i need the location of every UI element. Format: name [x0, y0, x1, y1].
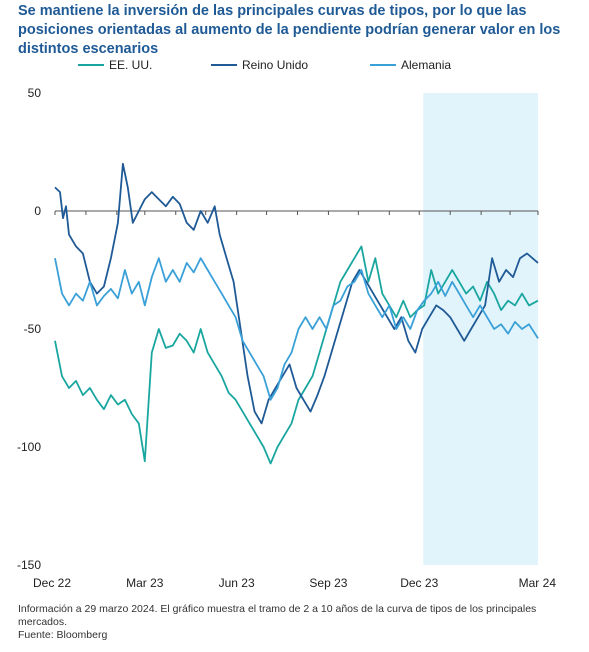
x-tick-label: Dec 23 — [400, 576, 438, 590]
line-chart: 50 0 -50 -100 -150 Dec 22 Mar 23 Jun 23 Sep 23 De… — [17, 86, 557, 590]
legend-item-alemania: Alemania — [370, 58, 451, 72]
legend-swatch-reino-unido — [211, 64, 237, 66]
series-line-ee-uu — [54, 245, 539, 465]
x-tick-label: Dec 22 — [33, 576, 71, 590]
legend-swatch-alemania — [370, 64, 396, 66]
series-line-reino-unido — [54, 162, 539, 425]
y-tick-label: -50 — [24, 322, 42, 336]
chart-footnote: Información a 29 marzo 2024. El gráfico … — [18, 603, 558, 642]
footnote-source: Fuente: Bloomberg — [18, 629, 108, 641]
legend-label-alemania: Alemania — [401, 58, 452, 72]
legend-item-ee-uu: EE. UU. — [78, 58, 152, 72]
legend-item-reino-unido: Reino Unido — [211, 58, 308, 72]
chart-title: Se mantiene la inversión de las principa… — [18, 3, 561, 57]
y-tick-label: -150 — [17, 558, 41, 572]
x-tick-label: Mar 24 — [519, 576, 557, 590]
y-tick-label: -100 — [17, 440, 41, 454]
series-line-alemania — [54, 257, 539, 401]
highlight-region — [423, 93, 538, 565]
x-tick-label: Mar 23 — [126, 576, 164, 590]
y-tick-label: 50 — [28, 86, 42, 100]
legend-label-ee-uu: EE. UU. — [109, 58, 153, 72]
x-tick-label: Sep 23 — [309, 576, 347, 590]
legend-label-reino-unido: Reino Unido — [242, 58, 309, 72]
footnote-info: Información a 29 marzo 2024. El gráfico … — [18, 603, 537, 628]
legend-swatch-ee-uu — [78, 64, 104, 66]
x-tick-label: Jun 23 — [219, 576, 255, 590]
chart-legend: EE. UU. Reino Unido Alemania — [78, 58, 498, 74]
y-tick-label: 0 — [34, 204, 41, 218]
